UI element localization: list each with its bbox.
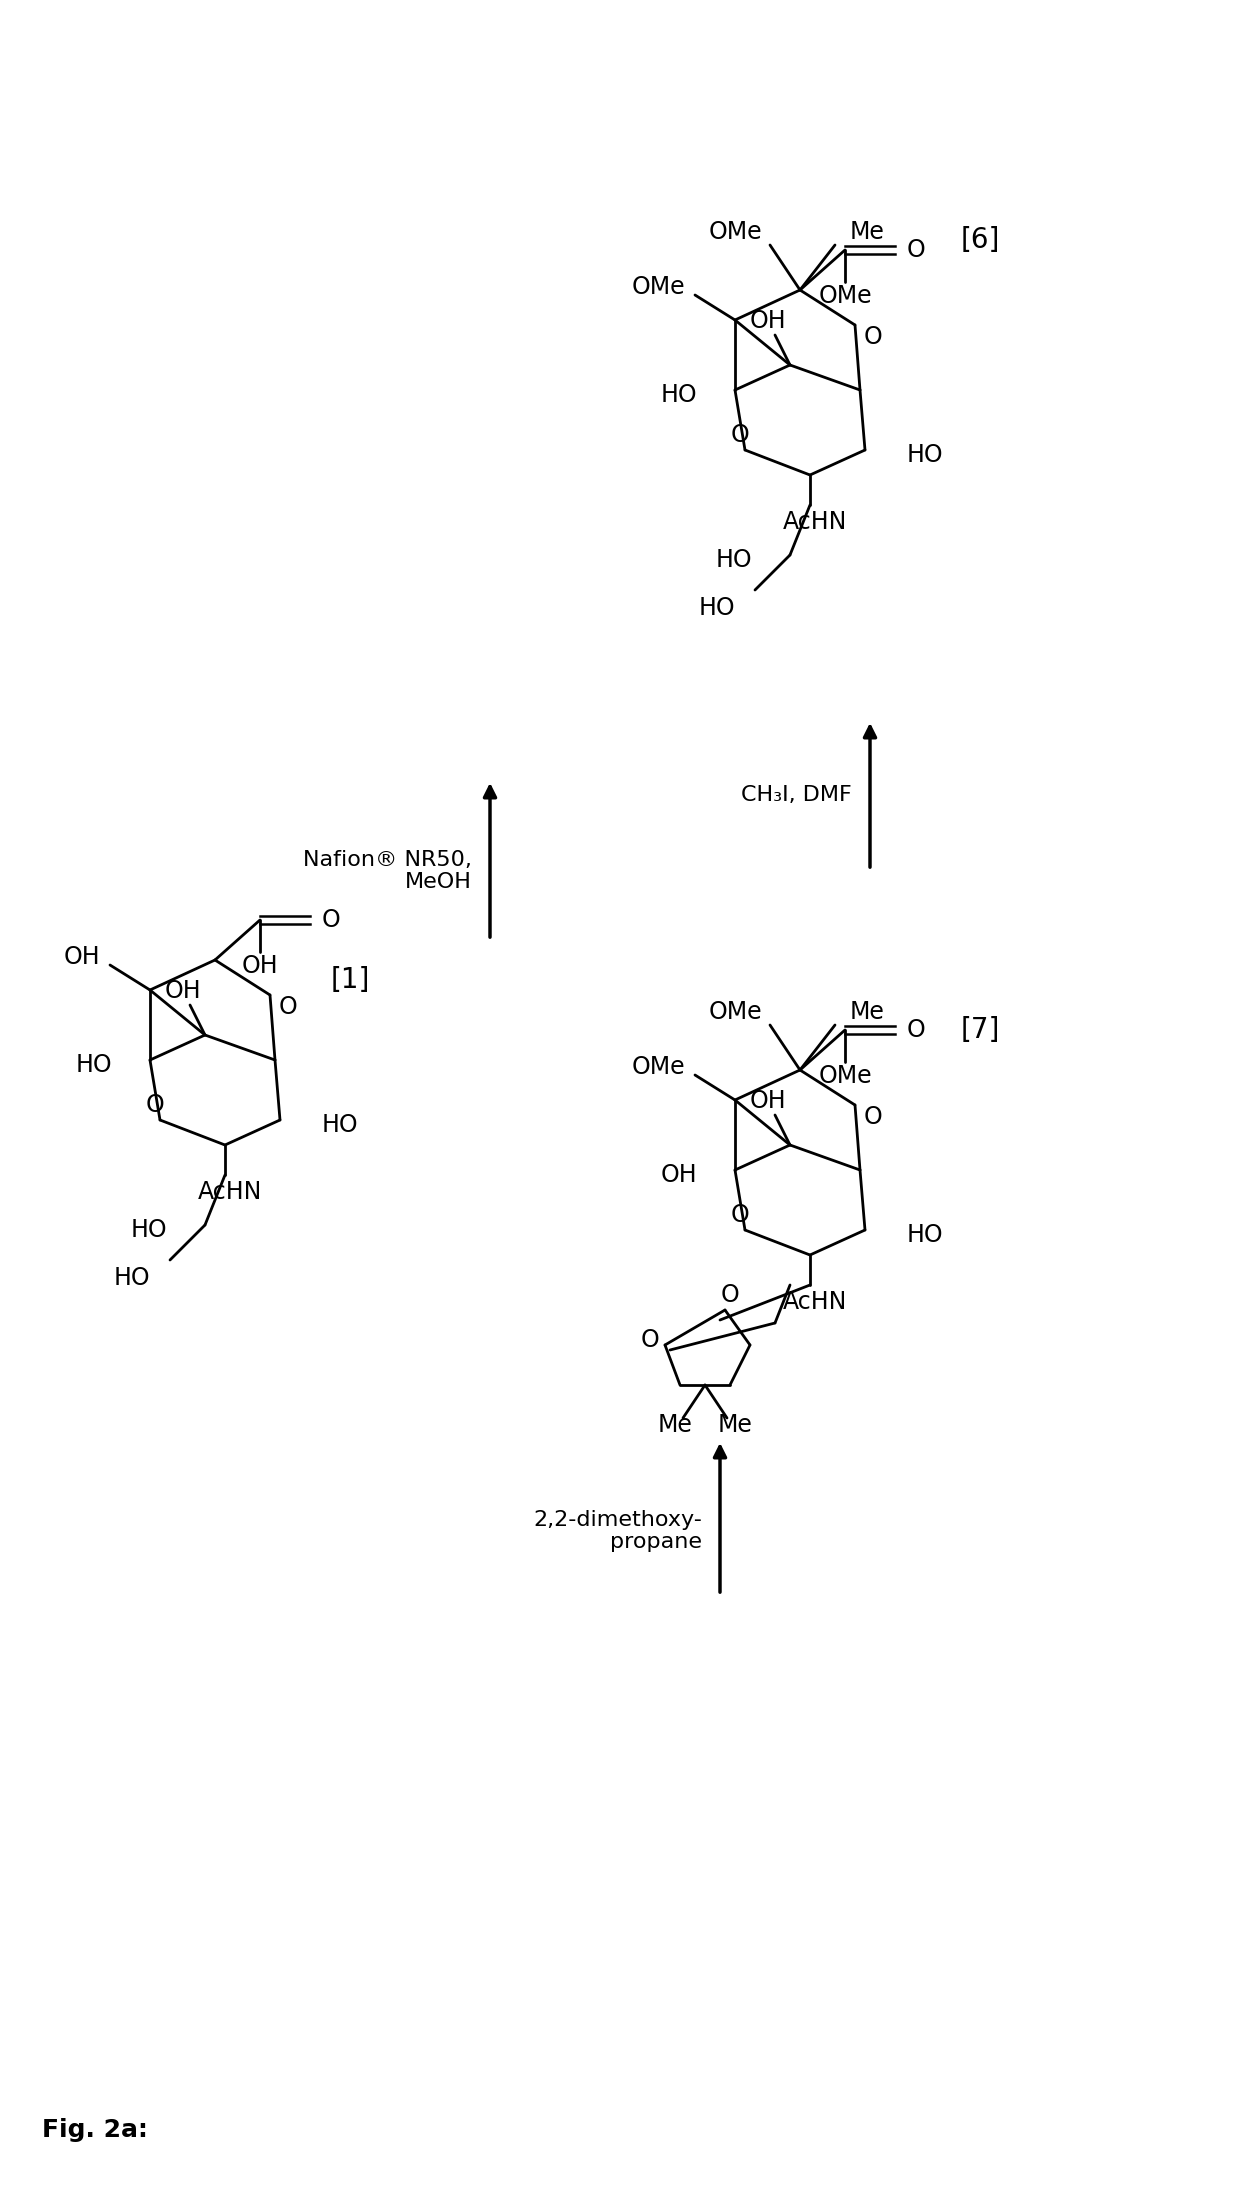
- Text: HO: HO: [906, 442, 944, 466]
- Text: OH: OH: [750, 1090, 786, 1114]
- Text: [1]: [1]: [330, 966, 370, 994]
- Text: OH: OH: [661, 1162, 697, 1187]
- Text: Nafion® NR50,: Nafion® NR50,: [303, 851, 472, 871]
- Text: Me: Me: [849, 999, 885, 1023]
- Text: OMe: OMe: [708, 221, 763, 243]
- Text: 2,2-dimethoxy-: 2,2-dimethoxy-: [533, 1509, 702, 1529]
- Text: AcHN: AcHN: [782, 1291, 847, 1315]
- Text: O: O: [906, 1019, 926, 1041]
- Text: OMe: OMe: [708, 999, 763, 1023]
- Text: OMe: OMe: [631, 274, 684, 298]
- Text: propane: propane: [610, 1532, 702, 1551]
- Text: AcHN: AcHN: [198, 1180, 262, 1204]
- Text: O: O: [863, 325, 883, 349]
- Text: O: O: [906, 239, 926, 263]
- Text: O: O: [641, 1328, 660, 1353]
- Text: HO: HO: [322, 1114, 358, 1136]
- Text: HO: HO: [906, 1222, 944, 1246]
- Text: O: O: [322, 908, 341, 933]
- Text: O: O: [730, 1202, 749, 1227]
- Text: O: O: [279, 994, 298, 1019]
- Text: OH: OH: [165, 979, 201, 1003]
- Text: HO: HO: [715, 548, 751, 572]
- Text: OH: OH: [750, 309, 786, 334]
- Text: O: O: [720, 1284, 739, 1306]
- Text: CH₃I, DMF: CH₃I, DMF: [742, 785, 852, 804]
- Text: [6]: [6]: [960, 225, 999, 254]
- Text: O: O: [145, 1094, 165, 1116]
- Text: HO: HO: [130, 1218, 167, 1242]
- Text: OMe: OMe: [818, 1063, 872, 1087]
- Text: O: O: [863, 1105, 883, 1129]
- Text: OMe: OMe: [631, 1054, 684, 1078]
- Text: [7]: [7]: [960, 1017, 999, 1043]
- Text: OH: OH: [63, 946, 100, 968]
- Text: Me: Me: [718, 1412, 753, 1436]
- Text: HO: HO: [698, 597, 735, 621]
- Text: OMe: OMe: [818, 285, 872, 307]
- Text: Me: Me: [849, 221, 885, 243]
- Text: OH: OH: [242, 955, 278, 979]
- Text: HO: HO: [113, 1266, 150, 1291]
- Text: MeOH: MeOH: [405, 873, 472, 893]
- Text: AcHN: AcHN: [782, 511, 847, 535]
- Text: Fig. 2a:: Fig. 2a:: [42, 2117, 148, 2141]
- Text: HO: HO: [76, 1052, 112, 1076]
- Text: HO: HO: [661, 382, 697, 407]
- Text: O: O: [730, 422, 749, 446]
- Text: Me: Me: [657, 1412, 692, 1436]
